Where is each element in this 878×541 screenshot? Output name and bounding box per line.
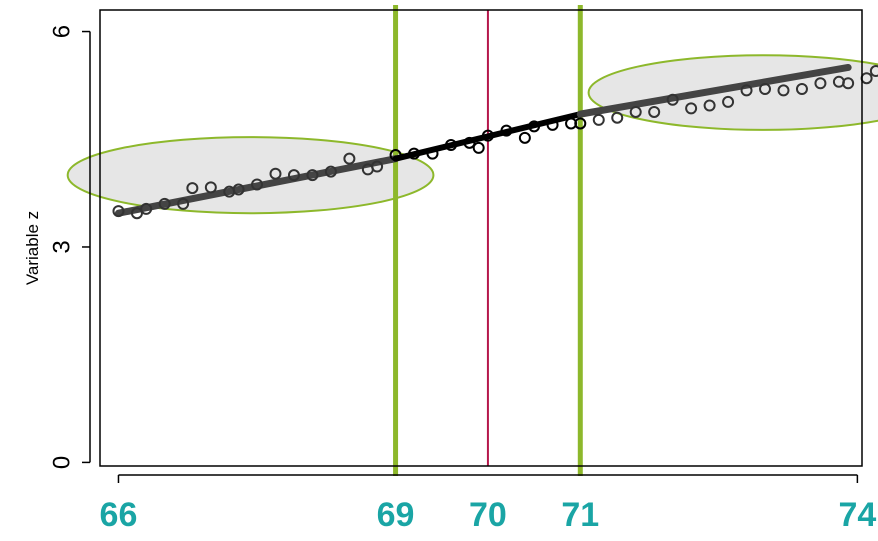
y-tick-label: 6 (49, 25, 76, 38)
data-point (204, 181, 217, 194)
fit-left-line (114, 155, 400, 217)
data-points (112, 65, 878, 220)
fit-right-line (576, 63, 852, 118)
data-point (287, 169, 300, 182)
data-point (444, 139, 457, 152)
x-tick-label: 71 (561, 496, 599, 534)
data-point (177, 197, 190, 210)
data-point (389, 149, 402, 162)
data-point (666, 93, 679, 106)
plot-frame (99, 9, 863, 467)
data-point (518, 131, 531, 144)
data-point (574, 117, 587, 130)
data-point (629, 105, 642, 118)
highlight-regions (66, 54, 878, 215)
data-point (592, 113, 605, 126)
data-point (186, 182, 199, 195)
data-point (269, 167, 282, 180)
data-point (158, 197, 171, 210)
data-point (130, 207, 143, 220)
data-point (546, 118, 559, 131)
data-point (722, 95, 735, 108)
data-point (795, 82, 808, 95)
data-point (869, 65, 878, 78)
y-tick-label: 0 (49, 456, 76, 469)
y-axis-title: Variable z (23, 211, 42, 285)
data-point (685, 102, 698, 115)
data-point (112, 205, 125, 218)
data-point (343, 152, 356, 165)
data-point (500, 124, 513, 137)
data-point (324, 165, 337, 178)
data-point (306, 169, 319, 182)
data-point (426, 147, 439, 160)
data-point (759, 82, 772, 95)
x-tick-label: 74 (838, 496, 876, 534)
data-point (463, 136, 476, 149)
data-point (232, 183, 245, 196)
x-tick-label: 70 (469, 496, 507, 534)
data-point (140, 202, 153, 215)
x-tick-label: 69 (377, 496, 415, 534)
data-point (703, 99, 716, 112)
data-point (472, 141, 485, 154)
data-point (842, 77, 855, 90)
highlight-ellipse-0 (66, 136, 435, 215)
vertical-lines (393, 5, 583, 476)
x-tick-label: 66 (100, 496, 138, 534)
data-point (648, 105, 661, 118)
data-point (814, 77, 827, 90)
data-point (740, 84, 753, 97)
data-point (251, 178, 264, 191)
data-point (611, 111, 624, 124)
data-point (481, 129, 494, 142)
data-point (408, 147, 421, 160)
data-point (528, 120, 541, 133)
data-point (777, 84, 790, 97)
data-point (371, 160, 384, 173)
y-tick-label: 3 (49, 240, 76, 253)
